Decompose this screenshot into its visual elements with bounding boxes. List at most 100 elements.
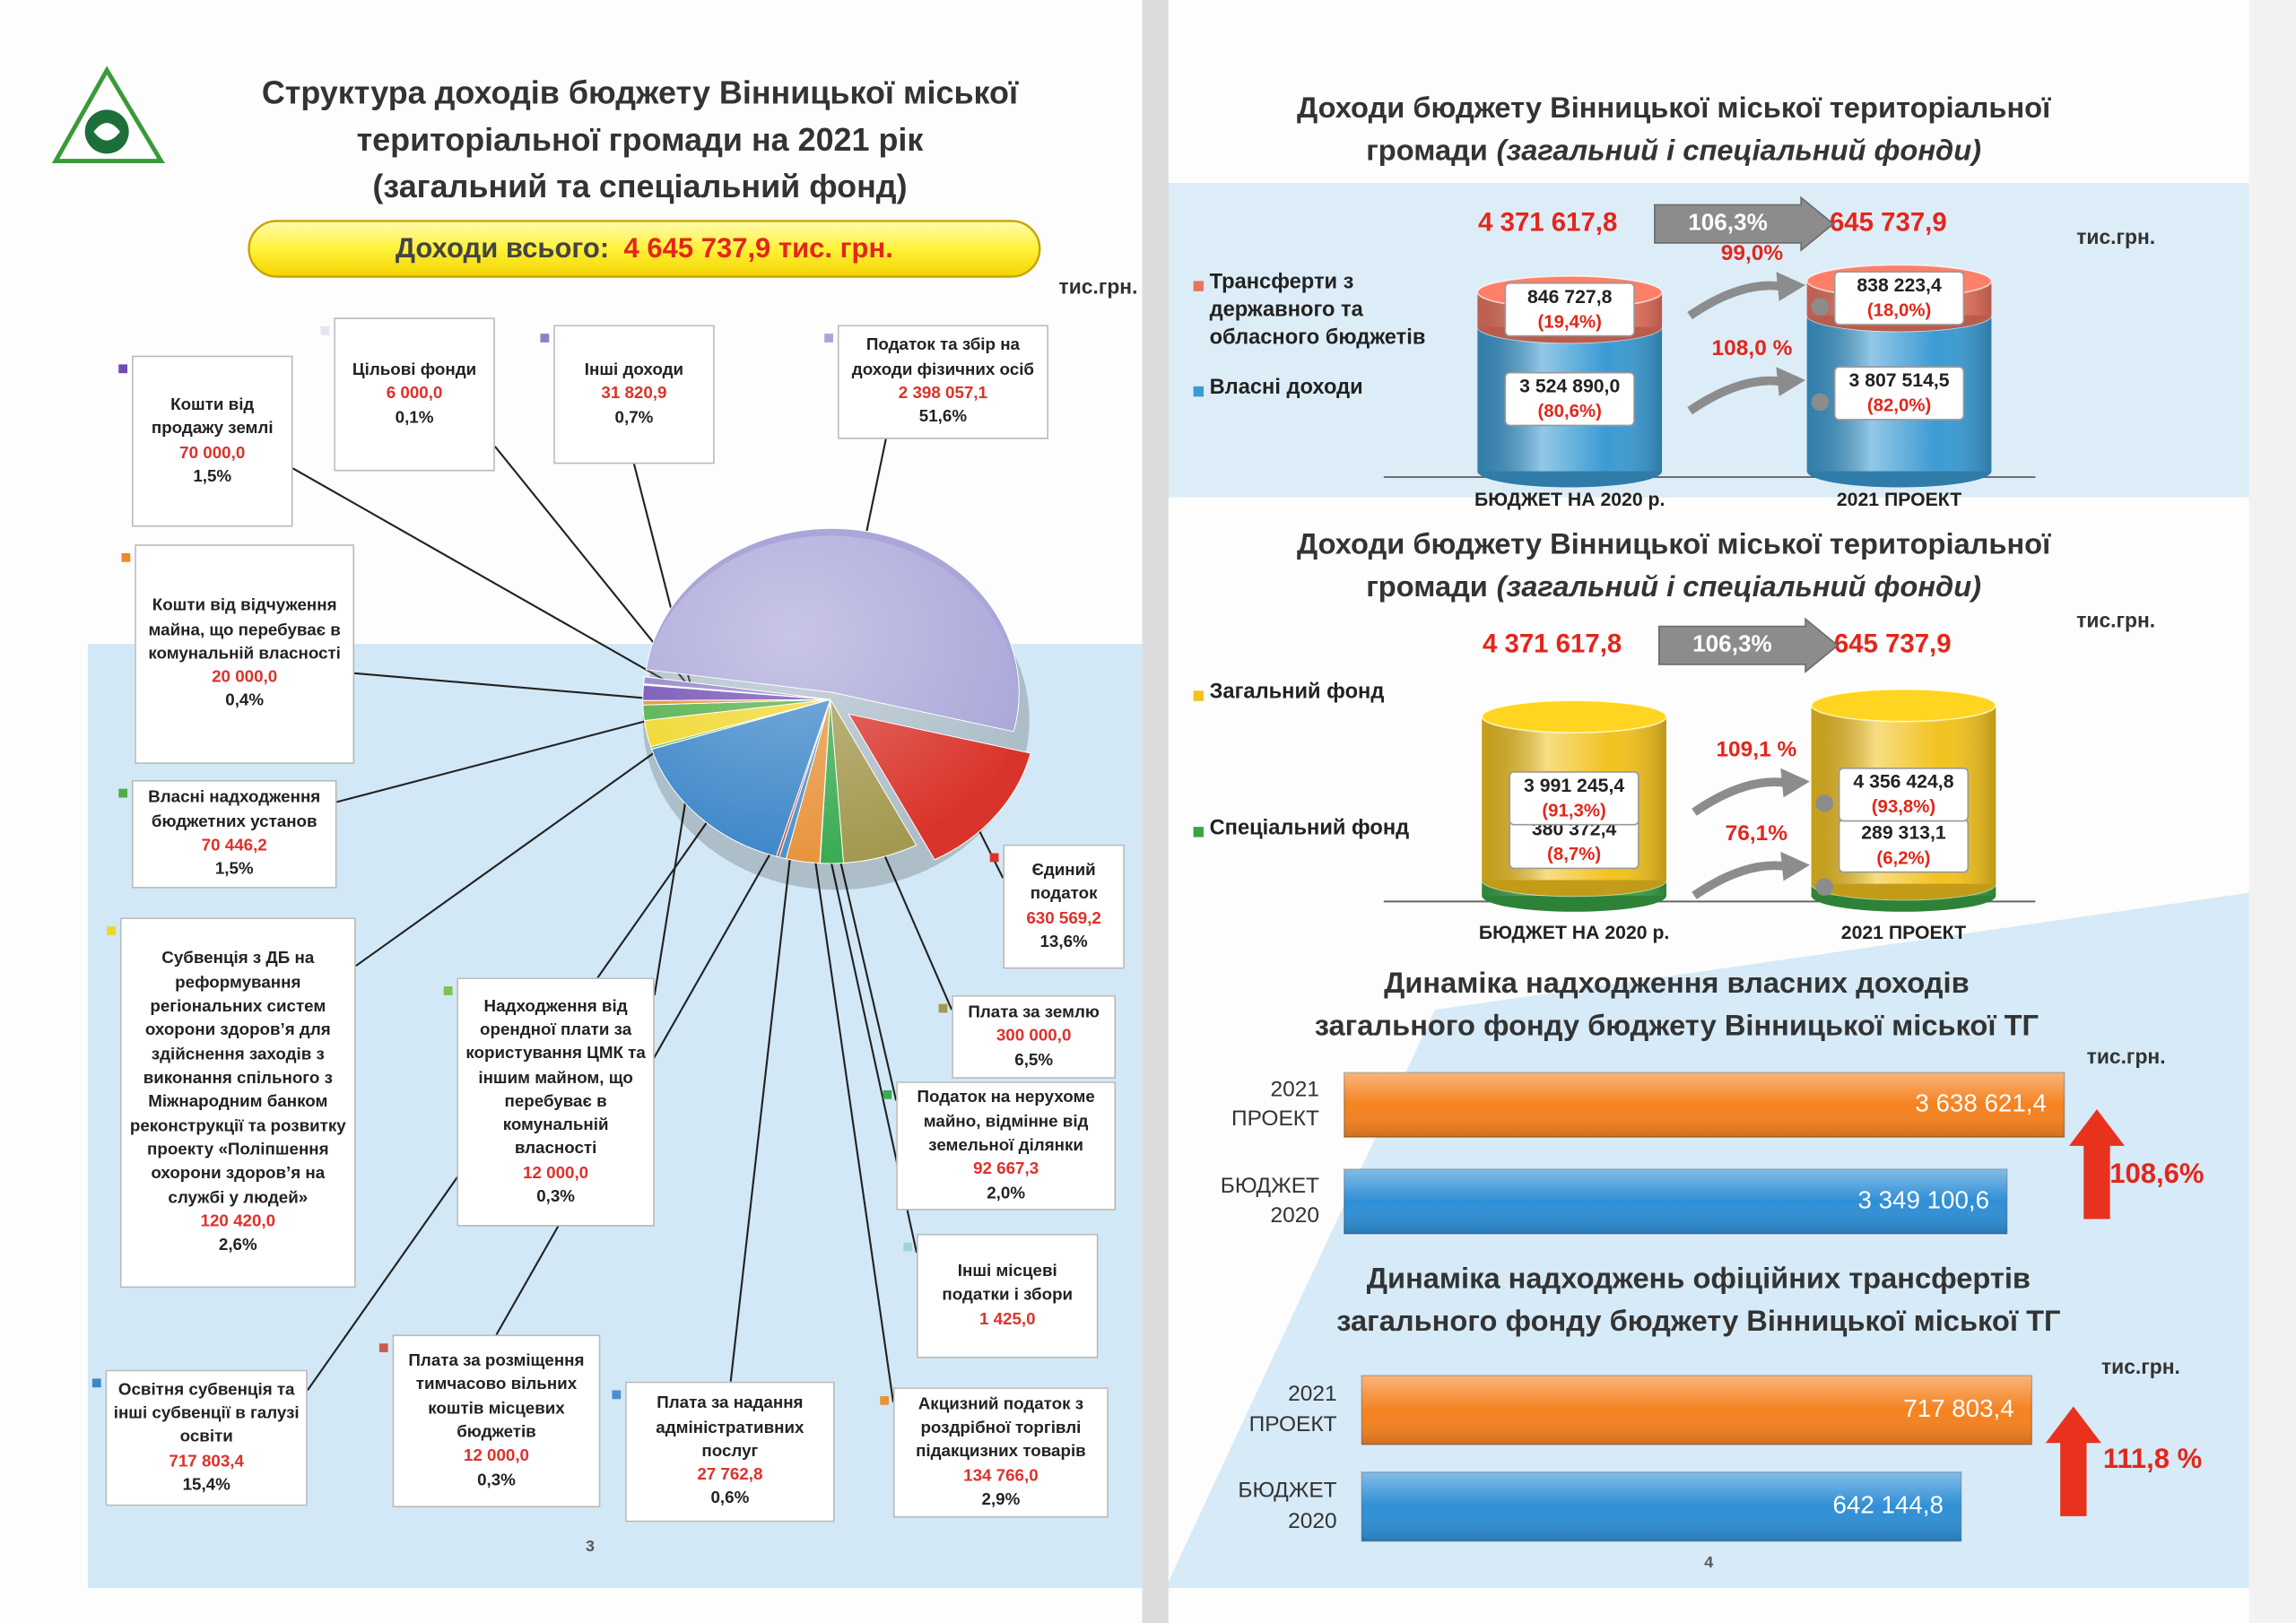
value-box bbox=[1833, 271, 1965, 325]
value-label: 3 991 245,4 bbox=[1524, 776, 1624, 796]
chart-title: Динаміка надходжень офіційних трансферті… bbox=[1367, 1262, 2031, 1295]
series-growth-label: 109,1 % bbox=[1716, 738, 1796, 762]
category-label: 2021 ПРОЕКТ bbox=[1841, 923, 1966, 943]
legend-marker bbox=[121, 552, 131, 562]
series-growth-dot bbox=[1811, 393, 1830, 412]
share-label: (8,7%) bbox=[1547, 845, 1601, 864]
percent-label: 15,4% bbox=[182, 1476, 230, 1495]
chart-title-part: громади bbox=[1366, 569, 1488, 603]
chart-title-part: громади bbox=[1366, 133, 1488, 166]
unit-label: тис.грн. bbox=[2076, 225, 2155, 248]
label-box: Кошти від відчуження майна, що перебуває… bbox=[135, 544, 355, 764]
label-box: Надходження від орендної плати за корист… bbox=[457, 977, 655, 1227]
value-label: 3 524 890,0 bbox=[1519, 377, 1620, 397]
label-box: Кошти від продажу землі 70 000,0 1,5% bbox=[131, 355, 293, 527]
label-box-frame: Єдиний податок 630 569,2 13,6% bbox=[1003, 844, 1125, 969]
value-label: 6 000,0 bbox=[386, 385, 443, 404]
legend-marker bbox=[938, 1003, 948, 1013]
legend-text: Власні доходи bbox=[1209, 376, 1363, 400]
share-label: (93,8%) bbox=[1872, 797, 1935, 817]
total-label: 4 371 617,8 bbox=[1483, 629, 1622, 659]
label-box-frame: Податок та збір на доходи фізичних осіб 2… bbox=[837, 325, 1048, 439]
total-label: 4 371 617,8 bbox=[1478, 207, 1617, 237]
legend-marker bbox=[1193, 386, 1205, 397]
series-growth-arrow bbox=[1687, 281, 1783, 320]
legend-marker bbox=[883, 1089, 892, 1099]
label-box: Плата за надання адміністративних послуг… bbox=[625, 1381, 835, 1523]
legend-marker bbox=[443, 986, 453, 995]
left-title: територіальної громади на 2021 рік bbox=[357, 121, 924, 158]
series-growth-label: 99,0% bbox=[1721, 241, 1784, 265]
label-box-frame: Інші місцеві податки і збори 1 425,0 bbox=[917, 1233, 1099, 1358]
unit-label: тис.грн. bbox=[2087, 1045, 2166, 1068]
category-name: Податок на нерухоме майно, відмінне від … bbox=[917, 1089, 1095, 1155]
category-text: БЮДЖЕТ 2020 bbox=[1220, 1173, 1320, 1228]
value-label: 3 807 514,5 bbox=[1848, 370, 1949, 391]
category-label-frame: БЮДЖЕТ 2020 bbox=[1205, 1160, 1319, 1242]
category-label: 2021 ПРОЕКТ bbox=[1205, 1064, 1319, 1146]
series-growth-dot bbox=[1815, 794, 1834, 812]
growth-arrow bbox=[2045, 1406, 2101, 1516]
legend-marker bbox=[612, 1390, 622, 1400]
legend-marker bbox=[118, 364, 128, 374]
value-label: 846 727,8 bbox=[1527, 287, 1613, 308]
label-box: Плата за землю 300 000,0 6,5% bbox=[952, 994, 1117, 1079]
category-name: Інші доходи bbox=[584, 361, 684, 379]
unit-label: тис.грн. bbox=[2101, 1355, 2180, 1378]
label-box: Плата за розміщення тимчасово вільних ко… bbox=[392, 1334, 601, 1508]
leader-line bbox=[808, 820, 894, 1402]
growth-label: 108,6% bbox=[2109, 1158, 2204, 1189]
legend-text: Загальний фонд bbox=[1209, 680, 1385, 705]
category-text: 2021 ПРОЕКТ bbox=[1248, 1382, 1337, 1436]
value-label: 12 000,0 bbox=[463, 1447, 529, 1466]
share-label: (18,0%) bbox=[1867, 301, 1931, 321]
percent-label: 2,9% bbox=[981, 1491, 1021, 1509]
legend-marker bbox=[378, 1343, 388, 1353]
category-name: Акцизний податок з роздрібної торгівлі п… bbox=[916, 1395, 1086, 1462]
percent-label: 0,1% bbox=[395, 409, 434, 428]
category-name: Плата за розміщення тимчасово вільних ко… bbox=[408, 1352, 585, 1442]
series-growth-head bbox=[1780, 768, 1810, 798]
category-name: Субвенція з ДБ на реформування регіональ… bbox=[129, 950, 346, 1207]
percent-label: 0,7% bbox=[614, 409, 654, 428]
legend-marker bbox=[540, 334, 550, 343]
legend-item-frame: Трансферти з державного та обласного бюд… bbox=[1210, 271, 1426, 350]
percent-label: 51,6% bbox=[918, 408, 968, 427]
legend-item-frame: Загальний фонд bbox=[1209, 680, 1385, 705]
series-growth-arrow bbox=[1687, 376, 1783, 415]
value-box bbox=[1833, 366, 1965, 421]
total-pill bbox=[248, 220, 1041, 278]
value-label: 3 349 100,6 bbox=[1857, 1185, 1989, 1213]
category-label: БЮДЖЕТ 2020 bbox=[1205, 1160, 1319, 1242]
logo-mark bbox=[93, 123, 120, 141]
chart-title: загального фонду бюджету Вінницької місь… bbox=[1315, 1008, 2039, 1041]
legend-marker bbox=[903, 1242, 913, 1252]
growth-arrow bbox=[1657, 617, 1839, 673]
series-growth-dot bbox=[1815, 878, 1834, 896]
label-box: Власні надходження бюджетних установ 70 4… bbox=[131, 779, 337, 889]
category-name: Цільові фонди bbox=[352, 361, 477, 379]
category-label: БЮДЖЕТ НА 2020 р. bbox=[1479, 923, 1669, 943]
fold bbox=[1142, 0, 1169, 1623]
value-label: 289 313,1 bbox=[1861, 823, 1946, 844]
cylinder-top bbox=[1481, 699, 1667, 733]
value-label: 642 144,8 bbox=[1832, 1491, 1943, 1519]
series-growth-arrow bbox=[1692, 777, 1787, 816]
chart-title: громади (загальний і спеціальний фонди) bbox=[1366, 133, 1981, 166]
bar-gloss bbox=[1361, 1471, 1961, 1541]
leader-line bbox=[729, 818, 796, 1382]
unit-label: тис.грн. bbox=[1059, 275, 1138, 299]
chart-title: загального фонду бюджету Вінницької місь… bbox=[1336, 1304, 2060, 1337]
chart-title: Доходи бюджету Вінницької міської терито… bbox=[1297, 526, 2051, 560]
bar-gloss bbox=[1361, 1376, 2032, 1445]
category-label-frame: БЮДЖЕТ 2020 bbox=[1238, 1479, 1336, 1533]
percent-label: 0,3% bbox=[536, 1188, 575, 1207]
total-value: 4 645 737,9 тис. грн. bbox=[624, 232, 893, 264]
value-label: 1 425,0 bbox=[978, 1310, 1036, 1329]
series-growth-head bbox=[1776, 367, 1806, 396]
left-title: Структура доходів бюджету Вінницької міс… bbox=[262, 74, 1019, 111]
label-box-frame: Власні надходження бюджетних установ 70 4… bbox=[131, 779, 337, 889]
share-label: (80,6%) bbox=[1537, 402, 1601, 421]
